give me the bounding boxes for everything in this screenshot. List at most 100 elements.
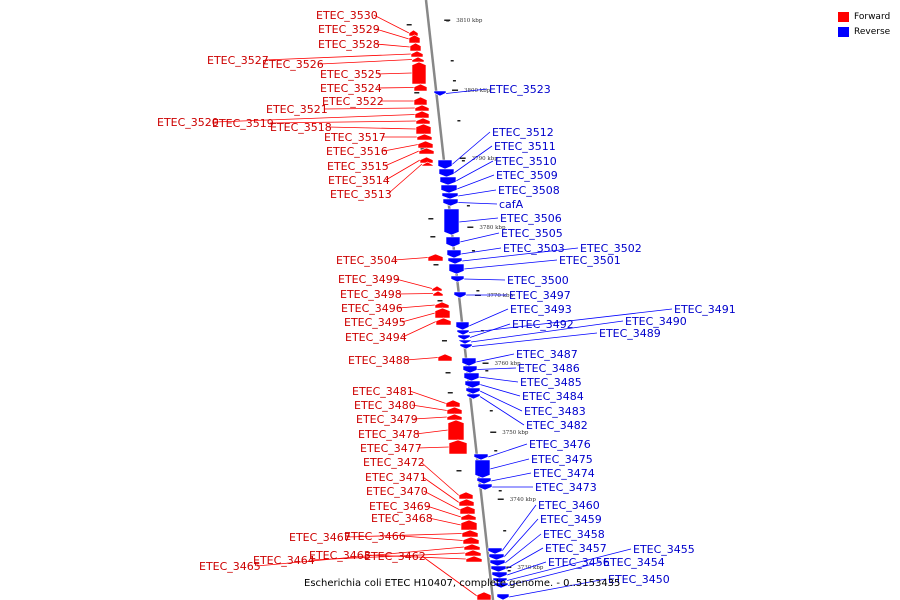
- gene-block[interactable]: [462, 365, 478, 374]
- forward-gene[interactable]: ETEC_3526: [262, 56, 425, 71]
- legend-forward[interactable]: Forward: [838, 9, 890, 24]
- forward-gene[interactable]: ETEC_3514: [328, 156, 434, 187]
- gene-block[interactable]: [476, 477, 492, 485]
- forward-gene[interactable]: ETEC_3516: [326, 140, 434, 158]
- gene-block[interactable]: [450, 275, 465, 283]
- reverse-gene[interactable]: ETEC_3475: [474, 453, 593, 479]
- reverse-gene[interactable]: ETEC_3512: [437, 126, 554, 170]
- gene-block[interactable]: [410, 50, 424, 58]
- forward-gene[interactable]: ETEC_3518: [270, 121, 432, 135]
- forward-gene[interactable]: ETEC_3499: [338, 273, 443, 292]
- gene-block[interactable]: [419, 156, 434, 164]
- forward-gene[interactable]: ETEC_3525: [320, 61, 427, 85]
- gene-block[interactable]: [466, 393, 481, 400]
- forward-gene[interactable]: ETEC_3469: [369, 500, 477, 521]
- forward-gene[interactable]: ETEC_3513: [330, 161, 434, 201]
- gene-block[interactable]: [458, 339, 472, 345]
- gene-block[interactable]: [496, 593, 510, 600]
- reverse-gene[interactable]: ETEC_3492: [457, 318, 574, 341]
- gene-block[interactable]: [431, 285, 443, 292]
- reverse-gene[interactable]: cafA: [442, 198, 524, 211]
- gene-block[interactable]: [465, 387, 481, 395]
- reverse-gene[interactable]: ETEC_3508: [441, 184, 560, 200]
- gene-block[interactable]: [458, 491, 474, 500]
- gene-block[interactable]: [493, 582, 509, 589]
- gene-block[interactable]: [434, 301, 450, 309]
- gene-block[interactable]: [490, 565, 507, 573]
- gene-block[interactable]: [442, 198, 459, 207]
- gene-block[interactable]: [464, 380, 481, 389]
- gene-block[interactable]: [440, 184, 458, 194]
- forward-gene[interactable]: ETEC_3479: [356, 413, 463, 426]
- gene-block[interactable]: [409, 42, 422, 52]
- reverse-gene[interactable]: ETEC_3459: [488, 513, 602, 561]
- forward-gene[interactable]: ETEC_3498: [340, 288, 444, 301]
- forward-gene[interactable]: ETEC_3478: [358, 419, 465, 441]
- forward-gene[interactable]: ETEC_3527: [207, 50, 424, 67]
- gene-block[interactable]: [432, 290, 444, 297]
- reverse-gene[interactable]: ETEC_3476: [473, 438, 591, 461]
- forward-gene[interactable]: ETEC_3495: [344, 307, 451, 329]
- reverse-gene[interactable]: ETEC_3509: [440, 169, 558, 194]
- gene-block[interactable]: [433, 90, 447, 97]
- legend-reverse[interactable]: Reverse: [838, 24, 890, 39]
- gene-block[interactable]: [476, 591, 492, 600]
- reverse-gene[interactable]: ETEC_3510: [439, 155, 557, 186]
- gene-block[interactable]: [458, 498, 475, 507]
- gene-block[interactable]: [459, 343, 473, 350]
- gene-block[interactable]: [427, 253, 444, 262]
- gene-block[interactable]: [464, 549, 482, 557]
- gene-block[interactable]: [474, 459, 491, 479]
- reverse-gene[interactable]: ETEC_3474: [476, 467, 595, 485]
- gene-block[interactable]: [461, 357, 477, 367]
- forward-gene[interactable]: ETEC_3520: [157, 110, 430, 129]
- gene-block[interactable]: [465, 555, 483, 563]
- gene-block[interactable]: [408, 29, 419, 37]
- forward-gene[interactable]: ETEC_3529: [318, 23, 421, 44]
- reverse-gene[interactable]: ETEC_3457: [490, 542, 607, 573]
- reverse-gene[interactable]: ETEC_3487: [461, 348, 578, 367]
- gene-block[interactable]: [487, 547, 503, 555]
- reverse-gene[interactable]: ETEC_3490: [458, 315, 687, 345]
- reverse-gene[interactable]: ETEC_3450: [496, 573, 670, 600]
- gene-block[interactable]: [414, 104, 430, 112]
- reverse-gene[interactable]: ETEC_3483: [465, 387, 586, 418]
- forward-gene[interactable]: ETEC_3477: [360, 439, 468, 455]
- reverse-gene[interactable]: ETEC_3502: [447, 242, 642, 265]
- reverse-gene[interactable]: ETEC_3500: [450, 274, 569, 287]
- forward-gene[interactable]: ETEC_3462: [364, 550, 492, 600]
- forward-gene[interactable]: ETEC_3496: [341, 301, 450, 315]
- forward-gene[interactable]: ETEC_3470: [366, 485, 476, 515]
- gene-block[interactable]: [435, 317, 452, 326]
- forward-gene[interactable]: ETEC_3480: [354, 399, 463, 415]
- forward-gene[interactable]: ETEC_3504: [336, 253, 444, 267]
- gene-block[interactable]: [437, 159, 453, 170]
- gene-block[interactable]: [477, 483, 493, 491]
- gene-block[interactable]: [456, 329, 470, 336]
- gene-block[interactable]: [413, 96, 428, 106]
- gene-block[interactable]: [453, 291, 467, 299]
- gene-block[interactable]: [492, 577, 508, 584]
- gene-block[interactable]: [457, 334, 471, 341]
- forward-gene[interactable]: ETEC_3463: [309, 549, 483, 563]
- gene-block[interactable]: [473, 453, 489, 461]
- gene-block[interactable]: [413, 83, 428, 92]
- gene-block[interactable]: [438, 168, 455, 178]
- gene-block[interactable]: [460, 513, 477, 521]
- gene-block[interactable]: [459, 505, 476, 515]
- gene-block[interactable]: [463, 543, 481, 551]
- forward-gene[interactable]: ETEC_3522: [322, 95, 428, 108]
- gene-block[interactable]: [447, 257, 463, 265]
- reverse-gene[interactable]: ETEC_3505: [445, 227, 563, 248]
- forward-gene[interactable]: ETEC_3524: [320, 82, 428, 95]
- gene-block[interactable]: [448, 439, 468, 455]
- reverse-gene[interactable]: ETEC_3503: [446, 242, 565, 259]
- gene-block[interactable]: [443, 208, 460, 236]
- forward-gene[interactable]: ETEC_3494: [345, 317, 452, 344]
- forward-gene[interactable]: ETEC_3471: [365, 471, 475, 507]
- reverse-gene[interactable]: ETEC_3473: [477, 481, 597, 494]
- gene-block[interactable]: [448, 263, 465, 275]
- reverse-gene[interactable]: ETEC_3491: [456, 303, 736, 336]
- gene-block[interactable]: [439, 176, 457, 186]
- reverse-gene[interactable]: ETEC_3454: [493, 556, 665, 589]
